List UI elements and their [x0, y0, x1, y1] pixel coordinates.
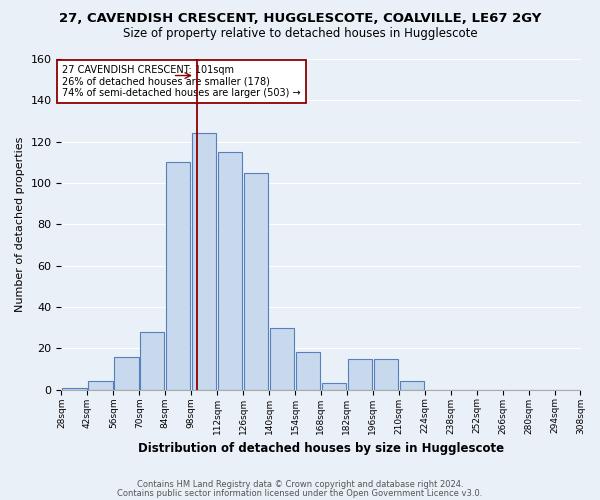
- Bar: [400, 382, 424, 390]
- Bar: [62, 388, 86, 390]
- Bar: [244, 172, 268, 390]
- Bar: [114, 356, 139, 390]
- Text: 27, CAVENDISH CRESCENT, HUGGLESCOTE, COALVILLE, LE67 2GY: 27, CAVENDISH CRESCENT, HUGGLESCOTE, COA…: [59, 12, 541, 26]
- Y-axis label: Number of detached properties: Number of detached properties: [15, 136, 25, 312]
- Text: Contains HM Land Registry data © Crown copyright and database right 2024.: Contains HM Land Registry data © Crown c…: [137, 480, 463, 489]
- Bar: [218, 152, 242, 390]
- X-axis label: Distribution of detached houses by size in Hugglescote: Distribution of detached houses by size …: [138, 442, 504, 455]
- Bar: [88, 382, 113, 390]
- Bar: [270, 328, 294, 390]
- Text: 27 CAVENDISH CRESCENT: 101sqm
26% of detached houses are smaller (178)
74% of se: 27 CAVENDISH CRESCENT: 101sqm 26% of det…: [62, 65, 301, 98]
- Bar: [374, 358, 398, 390]
- Text: Size of property relative to detached houses in Hugglescote: Size of property relative to detached ho…: [122, 28, 478, 40]
- Bar: [322, 384, 346, 390]
- Bar: [296, 352, 320, 390]
- Bar: [347, 358, 372, 390]
- Text: Contains public sector information licensed under the Open Government Licence v3: Contains public sector information licen…: [118, 488, 482, 498]
- Bar: [192, 134, 217, 390]
- Bar: [166, 162, 190, 390]
- Bar: [140, 332, 164, 390]
